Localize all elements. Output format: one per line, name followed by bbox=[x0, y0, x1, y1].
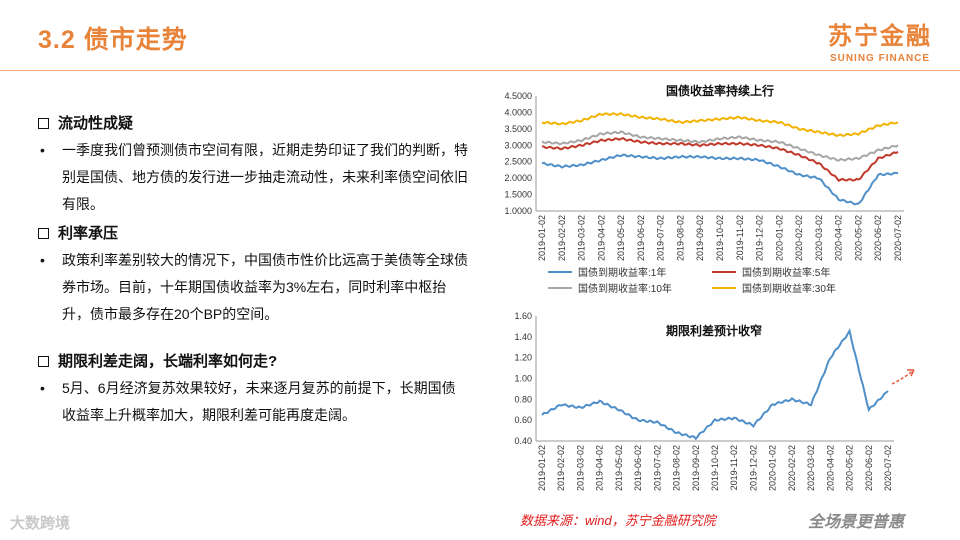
y-tick-label: 3.5000 bbox=[504, 124, 532, 134]
chart-title: 国债收益率持续上行 bbox=[666, 84, 775, 98]
section-heading-text: 期限利差走阔，长端利率如何走? bbox=[58, 353, 278, 370]
x-tick-label: 2019-04-02 bbox=[596, 215, 606, 261]
x-tick-label: 2019-05-02 bbox=[614, 445, 624, 491]
x-tick-label: 2020-01-02 bbox=[774, 215, 784, 261]
legend-item: 国债到期收益率:1年 bbox=[548, 264, 666, 279]
y-tick-label: 1.60 bbox=[514, 311, 532, 321]
chart-title: 期限利差预计收窄 bbox=[666, 324, 763, 338]
checkbox-icon bbox=[38, 356, 49, 367]
bullet-text: 政策利率差别较大的情况下，中国债市性价比远高于美债等全球债券市场。目前，十年期国… bbox=[38, 247, 468, 328]
page-title: 3.2 债市走势 bbox=[38, 26, 188, 54]
y-tick-label: 1.00 bbox=[514, 374, 532, 384]
x-tick-label: 2019-09-02 bbox=[695, 215, 705, 261]
x-tick-label: 2019-09-02 bbox=[691, 445, 701, 491]
yield-chart: 国债收益率持续上行 1.0000 1.5000 2.0000 2.5000 3.0000… bbox=[480, 78, 920, 300]
x-tick-label: 2019-07-02 bbox=[656, 215, 666, 261]
x-tick-label: 2020-02-02 bbox=[787, 445, 797, 491]
spread-chart: 期限利差预计收窄 0.40 0.60 0.80 1.00 1.20 1.40 1.60 201… bbox=[480, 308, 920, 504]
series-line bbox=[541, 153, 899, 206]
y-tick-label: 4.5000 bbox=[504, 91, 532, 101]
x-tick-label: 2019-02-02 bbox=[556, 445, 566, 491]
y-tick-label: 1.20 bbox=[514, 353, 532, 363]
x-tick-label: 2019-05-02 bbox=[616, 215, 626, 261]
x-tick-label: 2020-02-02 bbox=[794, 215, 804, 261]
brand-slogan: 全场景更普惠 bbox=[808, 514, 905, 531]
section-heading: 流动性成疑 bbox=[38, 110, 468, 137]
x-tick-label: 2020-06-02 bbox=[873, 215, 883, 261]
x-tick-label: 2019-04-02 bbox=[595, 445, 605, 491]
x-tick-label: 2019-06-02 bbox=[636, 215, 646, 261]
legend-item: 国债到期收益率:10年 bbox=[548, 280, 672, 295]
source-note: 数据来源：wind，苏宁金融研究院 bbox=[520, 513, 716, 528]
y-tick-label: 1.5000 bbox=[504, 190, 532, 200]
x-tick-label: 2019-06-02 bbox=[633, 445, 643, 491]
y-tick-label: 2.5000 bbox=[504, 157, 532, 167]
bullet-text: 一季度我们曾预测债市空间有限，近期走势印证了我们的判断，特别是国债、地方债的发行… bbox=[38, 137, 468, 218]
text-panel: 流动性成疑 一季度我们曾预测债市空间有限，近期走势印证了我们的判断，特别是国债、… bbox=[38, 108, 468, 429]
legend-label: 国债到期收益率:5年 bbox=[742, 268, 831, 279]
x-tick-label: 2019-01-02 bbox=[537, 445, 547, 491]
x-tick-label: 2020-01-02 bbox=[768, 445, 778, 491]
x-tick-label: 2019-02-02 bbox=[557, 215, 567, 261]
x-tick-label: 2020-04-02 bbox=[825, 445, 835, 491]
x-tick-label: 2019-12-02 bbox=[748, 445, 758, 491]
y-tick-label: 1.0000 bbox=[504, 206, 532, 216]
legend-swatch bbox=[548, 270, 572, 273]
legend-label: 国债到期收益率:10年 bbox=[578, 284, 672, 295]
x-tick-label: 2020-05-02 bbox=[845, 445, 855, 491]
legend-swatch bbox=[548, 286, 572, 289]
x-tick-label: 2020-05-02 bbox=[853, 215, 863, 261]
checkbox-icon bbox=[38, 118, 49, 129]
section-heading-text: 流动性成疑 bbox=[58, 115, 134, 132]
x-tick-label: 2019-08-02 bbox=[675, 215, 685, 261]
x-tick-label: 2019-11-02 bbox=[735, 215, 745, 260]
trend-arrow bbox=[891, 369, 915, 385]
section-heading-text: 利率承压 bbox=[58, 225, 119, 242]
x-tick-label: 2019-08-02 bbox=[672, 445, 682, 491]
legend-label: 国债到期收益率:1年 bbox=[578, 268, 667, 279]
y-tick-label: 2.0000 bbox=[504, 173, 532, 183]
y-tick-label: 0.60 bbox=[514, 415, 532, 425]
section-heading: 期限利差走阔，长端利率如何走? bbox=[38, 348, 468, 375]
legend-item: 国债到期收益率:5年 bbox=[712, 264, 830, 279]
y-tick-label: 1.40 bbox=[514, 332, 532, 342]
x-tick-label: 2019-12-02 bbox=[755, 215, 765, 261]
series-line bbox=[541, 112, 899, 138]
brand-logo: 苏宁金融 SUNING FINANCE bbox=[828, 16, 932, 64]
logo-cn: 苏宁金融 bbox=[828, 23, 932, 50]
logo-en: SUNING FINANCE bbox=[829, 53, 931, 64]
bullet-text: 5月、6月经济复苏效果较好，未来逐月复苏的前提下，长期国债收益率上升概率加大，期… bbox=[38, 375, 468, 429]
trend-arrow-head bbox=[907, 369, 915, 377]
x-tick-label: 2019-10-02 bbox=[710, 445, 720, 491]
header-divider bbox=[0, 70, 960, 71]
x-tick-label: 2019-07-02 bbox=[652, 445, 662, 491]
y-tick-label: 3.0000 bbox=[504, 140, 532, 150]
y-tick-label: 0.80 bbox=[514, 394, 532, 404]
x-tick-label: 2020-07-02 bbox=[893, 215, 903, 261]
x-tick-label: 2019-10-02 bbox=[715, 215, 725, 261]
y-tick-label: 0.40 bbox=[514, 436, 532, 446]
spread-chart-svg: 0.40 0.60 0.80 1.00 1.20 1.40 1.60 2019-01-02 20… bbox=[514, 311, 915, 491]
legend-swatch bbox=[712, 270, 736, 273]
x-tick-label: 2020-03-02 bbox=[814, 215, 824, 261]
x-tick-label: 2019-11-02 bbox=[729, 445, 739, 490]
x-tick-label: 2020-06-02 bbox=[864, 445, 874, 491]
x-tick-label: 2019-03-02 bbox=[575, 445, 585, 491]
legend-item: 国债到期收益率:30年 bbox=[712, 280, 836, 295]
x-tick-label: 2019-01-02 bbox=[537, 215, 547, 261]
yield-chart-svg: 1.0000 1.5000 2.0000 2.5000 3.0000 3.5000 4.00… bbox=[504, 91, 904, 261]
x-tick-label: 2020-04-02 bbox=[834, 215, 844, 261]
series-line bbox=[541, 136, 899, 182]
series-line bbox=[541, 327, 889, 441]
series-line bbox=[541, 130, 899, 162]
x-tick-label: 2019-03-02 bbox=[577, 215, 587, 261]
y-tick-label: 4.0000 bbox=[504, 107, 532, 117]
x-tick-label: 2020-03-02 bbox=[806, 445, 816, 491]
section-heading: 利率承压 bbox=[38, 220, 468, 247]
checkbox-icon bbox=[38, 228, 49, 239]
watermark: 大数跨境 bbox=[10, 515, 71, 532]
legend-swatch bbox=[712, 286, 736, 289]
legend-label: 国债到期收益率:30年 bbox=[742, 284, 836, 295]
x-tick-label: 2020-07-02 bbox=[883, 445, 893, 491]
